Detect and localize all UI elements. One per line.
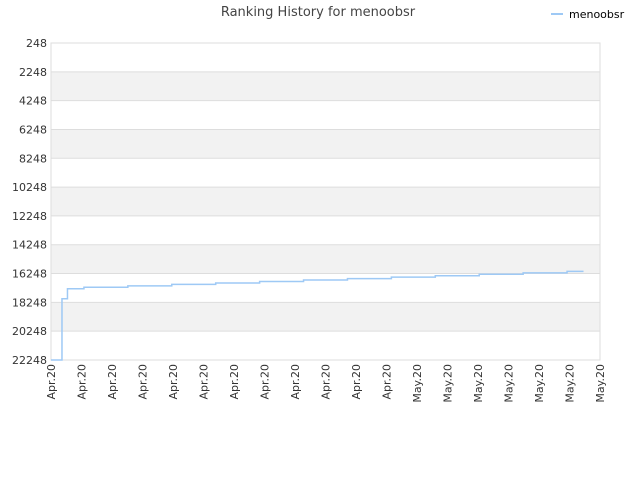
y-tick-label: 8248 — [19, 152, 47, 165]
x-tick-label: Apr.20 — [198, 364, 211, 400]
x-tick-label: Apr.20 — [45, 364, 58, 400]
x-tick-label: Apr.20 — [167, 364, 180, 400]
y-tick-label: 20248 — [12, 325, 47, 338]
y-tick-label: 4248 — [19, 95, 47, 108]
plot-band — [51, 71, 600, 101]
x-tick-label: May.20 — [564, 364, 577, 403]
x-tick-label: Apr.20 — [106, 364, 119, 400]
y-tick-label: 2248 — [19, 66, 47, 79]
x-axis-ticks: Apr.20 Apr.20 Apr.20 Apr.20 Apr.20 Apr.20 Apr.… — [45, 364, 607, 403]
plot-band — [51, 100, 600, 130]
x-tick-label: Apr.20 — [320, 364, 333, 400]
plot-band — [51, 273, 600, 303]
legend-label: menoobsr — [569, 8, 625, 21]
plot-band — [51, 129, 600, 159]
x-tick-label: Apr.20 — [228, 364, 241, 400]
y-tick-label: 16248 — [12, 268, 47, 281]
x-tick-label: May.20 — [411, 364, 424, 403]
chart-title: Ranking History for menoobsr — [221, 5, 416, 20]
x-tick-label: Apr.20 — [137, 364, 150, 400]
y-tick-label: 10248 — [12, 181, 47, 194]
x-tick-label: Apr.20 — [76, 364, 89, 400]
series-line — [51, 270, 584, 361]
y-tick-label: 12248 — [12, 210, 47, 223]
y-tick-label: 18248 — [12, 296, 47, 309]
series-layer — [51, 270, 584, 361]
x-tick-label: Apr.20 — [289, 364, 302, 400]
plot-band — [51, 158, 600, 188]
plot-bands — [51, 43, 600, 360]
plot-band — [51, 302, 600, 332]
x-tick-label: Apr.20 — [350, 364, 363, 400]
plot-band — [51, 215, 600, 245]
x-tick-label: May.20 — [472, 364, 485, 403]
plot-band — [51, 43, 600, 72]
plot-band — [51, 331, 600, 360]
y-tick-label: 248 — [26, 37, 47, 50]
x-tick-label: May.20 — [442, 364, 455, 403]
y-tick-label: 6248 — [19, 123, 47, 136]
legend[interactable]: menoobsr — [551, 8, 625, 21]
x-tick-label: May.20 — [594, 364, 607, 403]
y-tick-label: 14248 — [12, 239, 47, 252]
x-tick-label: Apr.20 — [381, 364, 394, 400]
y-tick-label: 22248 — [12, 354, 47, 367]
x-tick-label: May.20 — [503, 364, 516, 403]
x-tick-label: May.20 — [533, 364, 546, 403]
plot-band — [51, 244, 600, 274]
plot-band — [51, 187, 600, 216]
x-tick-label: Apr.20 — [259, 364, 272, 400]
y-axis-ticks: 248 2248 4248 6248 8248 10248 12248 14248 16248 1… — [12, 37, 47, 367]
